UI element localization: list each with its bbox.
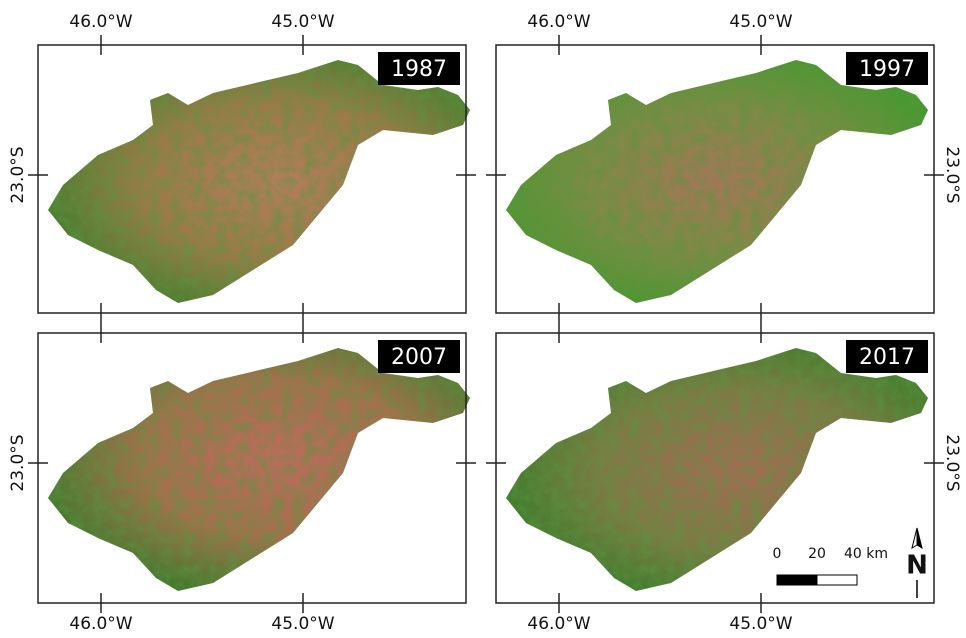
map-panel: 1997 [496, 45, 934, 313]
north-arrow [917, 528, 922, 548]
lon-label: 46.0°W [527, 614, 590, 634]
lat-label: 23.0°S [942, 434, 962, 491]
scale-segment [817, 575, 857, 585]
lon-label: 45.0°W [729, 614, 792, 634]
lon-label: 45.0°W [729, 12, 792, 32]
image-texture [506, 60, 928, 303]
scale-label: 20 [808, 546, 826, 562]
lat-label: 23.0°S [8, 146, 28, 203]
lon-label: 46.0°W [69, 12, 132, 32]
lat-label: 23.0°S [8, 434, 28, 491]
image-texture [48, 60, 470, 303]
scale-label: 40 km [844, 546, 888, 562]
year-label: 2017 [859, 345, 915, 370]
lat-label: 23.0°S [942, 146, 962, 203]
north-arrow [912, 528, 917, 548]
year-label: 1997 [859, 57, 915, 82]
map-panel: 2017 [496, 333, 934, 603]
scale-segment [777, 575, 817, 585]
north-label: N [906, 551, 928, 581]
lon-label: 46.0°W [527, 12, 590, 32]
figure: 1987 46.0°W 45.0°W 23.0°S 1997 46.0°W 45.0°W 23… [0, 0, 966, 634]
scale-label: 0 [773, 546, 782, 562]
map-panel: 2007 [38, 333, 470, 603]
year-label: 2007 [391, 345, 447, 370]
year-label: 1987 [391, 57, 447, 82]
lon-label: 46.0°W [69, 614, 132, 634]
lon-label: 45.0°W [271, 12, 334, 32]
image-texture [48, 348, 470, 591]
map-panel: 1987 [38, 45, 470, 313]
lon-label: 45.0°W [271, 614, 334, 634]
